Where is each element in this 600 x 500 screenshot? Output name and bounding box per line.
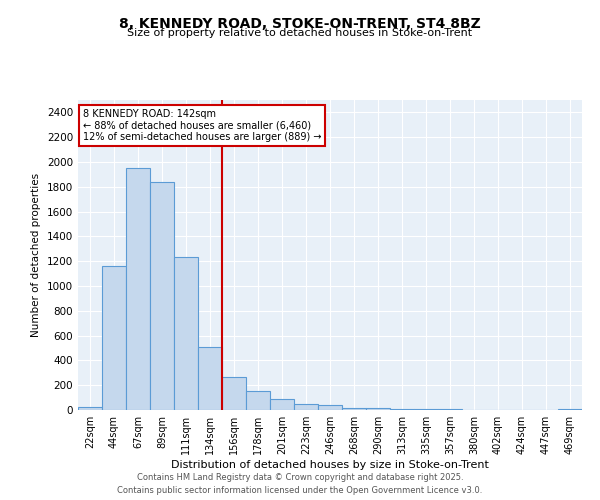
Bar [414,409,438,410]
Text: Contains HM Land Registry data © Crown copyright and database right 2025.
Contai: Contains HM Land Registry data © Crown c… [118,474,482,495]
Bar [174,258,198,410]
Bar [270,399,294,410]
Bar [126,168,150,410]
Bar [318,405,342,410]
Bar [366,408,390,410]
Bar [294,404,318,410]
Bar [78,407,102,410]
Bar [390,408,414,410]
Y-axis label: Number of detached properties: Number of detached properties [31,173,41,337]
Bar [222,376,246,410]
Text: 8 KENNEDY ROAD: 142sqm
← 88% of detached houses are smaller (6,460)
12% of semi-: 8 KENNEDY ROAD: 142sqm ← 88% of detached… [83,110,322,142]
Text: 8, KENNEDY ROAD, STOKE-ON-TRENT, ST4 8BZ: 8, KENNEDY ROAD, STOKE-ON-TRENT, ST4 8BZ [119,18,481,32]
Bar [198,347,222,410]
Text: Size of property relative to detached houses in Stoke-on-Trent: Size of property relative to detached ho… [127,28,473,38]
Bar [558,409,582,410]
Bar [102,266,126,410]
X-axis label: Distribution of detached houses by size in Stoke-on-Trent: Distribution of detached houses by size … [171,460,489,470]
Bar [150,182,174,410]
Bar [342,408,366,410]
Bar [246,392,270,410]
